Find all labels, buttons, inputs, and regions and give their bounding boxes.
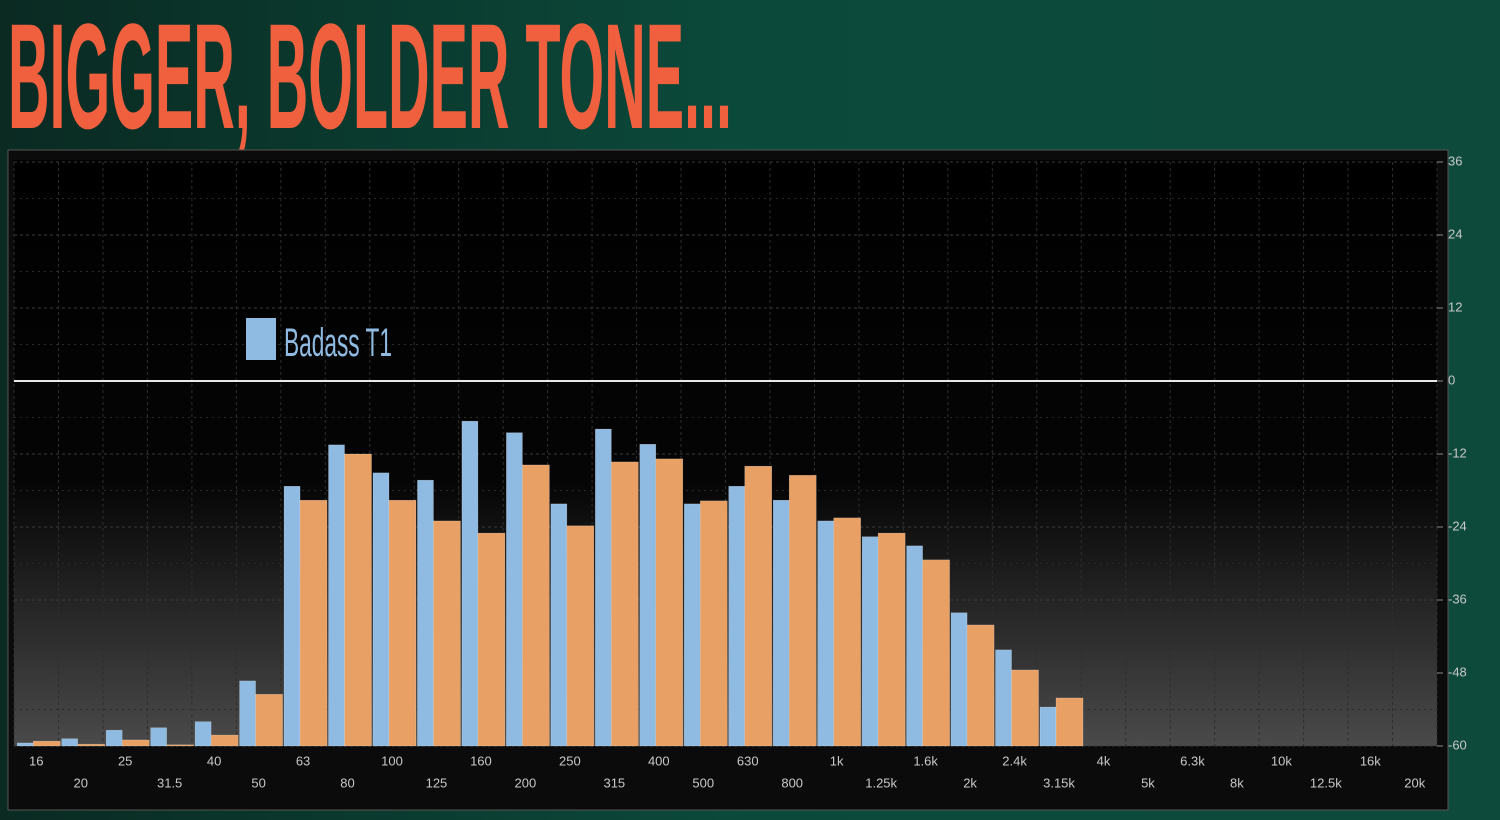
x-tick-label: 4k <box>1097 753 1111 768</box>
headline: BIGGER, BOLDER TONE... <box>8 0 732 160</box>
bar <box>550 503 568 747</box>
x-tick-label: 400 <box>648 753 670 768</box>
y-tick-label: -36 <box>1448 591 1467 606</box>
legend-label: Badass T1 <box>284 321 392 365</box>
bar <box>1011 669 1039 747</box>
y-tick-label: -60 <box>1448 737 1467 752</box>
x-tick-label: 630 <box>737 753 759 768</box>
bar <box>966 624 995 747</box>
bar <box>210 734 239 747</box>
x-tick-label: 500 <box>692 775 714 790</box>
bar <box>906 545 923 747</box>
bar <box>922 559 950 747</box>
bar <box>788 475 817 747</box>
bar <box>344 453 372 747</box>
bar <box>372 472 390 747</box>
bar <box>744 465 772 747</box>
x-tick-label: 16 <box>29 753 43 768</box>
y-tick-label: 0 <box>1448 372 1455 387</box>
x-tick-label: 31.5 <box>157 775 182 790</box>
bar <box>121 739 150 747</box>
x-tick-label: 8k <box>1230 775 1244 790</box>
bar <box>388 499 417 747</box>
bar <box>477 532 506 747</box>
bar <box>16 742 34 747</box>
x-tick-label: 20k <box>1404 775 1425 790</box>
x-tick-label: 63 <box>296 753 310 768</box>
x-tick-label: 315 <box>603 775 625 790</box>
x-tick-label: 1.25k <box>865 775 897 790</box>
y-tick-label: 24 <box>1448 226 1462 241</box>
x-tick-label: 2.4k <box>1002 753 1027 768</box>
bar <box>772 499 790 747</box>
bar <box>950 612 968 747</box>
x-tick-label: 3.15k <box>1043 775 1075 790</box>
legend-swatch <box>246 318 276 360</box>
bar <box>566 525 595 747</box>
bar <box>655 458 684 747</box>
x-tick-label: 100 <box>381 753 403 768</box>
y-tick-label: -24 <box>1448 518 1467 533</box>
bar <box>833 517 861 747</box>
x-tick-label: 160 <box>470 753 492 768</box>
x-tick-label: 16k <box>1360 753 1381 768</box>
bar <box>433 520 461 747</box>
x-tick-label: 800 <box>781 775 803 790</box>
bar <box>522 464 550 747</box>
bar <box>105 729 123 747</box>
bar <box>461 420 479 747</box>
bar <box>684 503 701 747</box>
bar <box>417 479 434 747</box>
y-tick-label: -12 <box>1448 445 1467 460</box>
x-tick-label: 200 <box>515 775 537 790</box>
bar <box>194 721 212 747</box>
x-tick-label: 6.3k <box>1180 753 1205 768</box>
x-tick-label: 12.5k <box>1310 775 1342 790</box>
bar <box>995 649 1012 747</box>
x-tick-label: 10k <box>1271 753 1292 768</box>
bar <box>506 432 523 747</box>
bar <box>1055 697 1084 747</box>
y-tick-label: 12 <box>1448 299 1462 314</box>
bar <box>1039 706 1057 747</box>
bar <box>299 499 328 747</box>
x-tick-label: 40 <box>207 753 221 768</box>
bar <box>877 532 906 747</box>
x-tick-label: 1.6k <box>913 753 938 768</box>
bar <box>328 444 345 747</box>
x-tick-label: 25 <box>118 753 132 768</box>
x-tick-label: 80 <box>340 775 354 790</box>
bar <box>728 485 745 747</box>
bar <box>611 461 639 747</box>
bar <box>283 485 301 747</box>
bar <box>817 520 834 747</box>
x-tick-label: 1k <box>830 753 844 768</box>
bar <box>639 444 657 747</box>
bar <box>861 536 879 747</box>
x-tick-label: 250 <box>559 753 581 768</box>
x-tick-label: 50 <box>251 775 265 790</box>
bar <box>700 500 728 747</box>
x-tick-label: 125 <box>426 775 448 790</box>
x-tick-label: 20 <box>73 775 87 790</box>
y-tick-label: -48 <box>1448 664 1467 679</box>
x-tick-label: 5k <box>1141 775 1155 790</box>
bar <box>150 727 167 747</box>
bar <box>239 680 256 747</box>
bar <box>595 428 612 747</box>
x-tick-label: 2k <box>963 775 977 790</box>
bar <box>77 743 105 747</box>
bar <box>166 744 194 747</box>
bar <box>255 694 283 747</box>
bar <box>32 740 61 747</box>
bar <box>61 738 78 747</box>
y-tick-label: 36 <box>1448 153 1462 168</box>
